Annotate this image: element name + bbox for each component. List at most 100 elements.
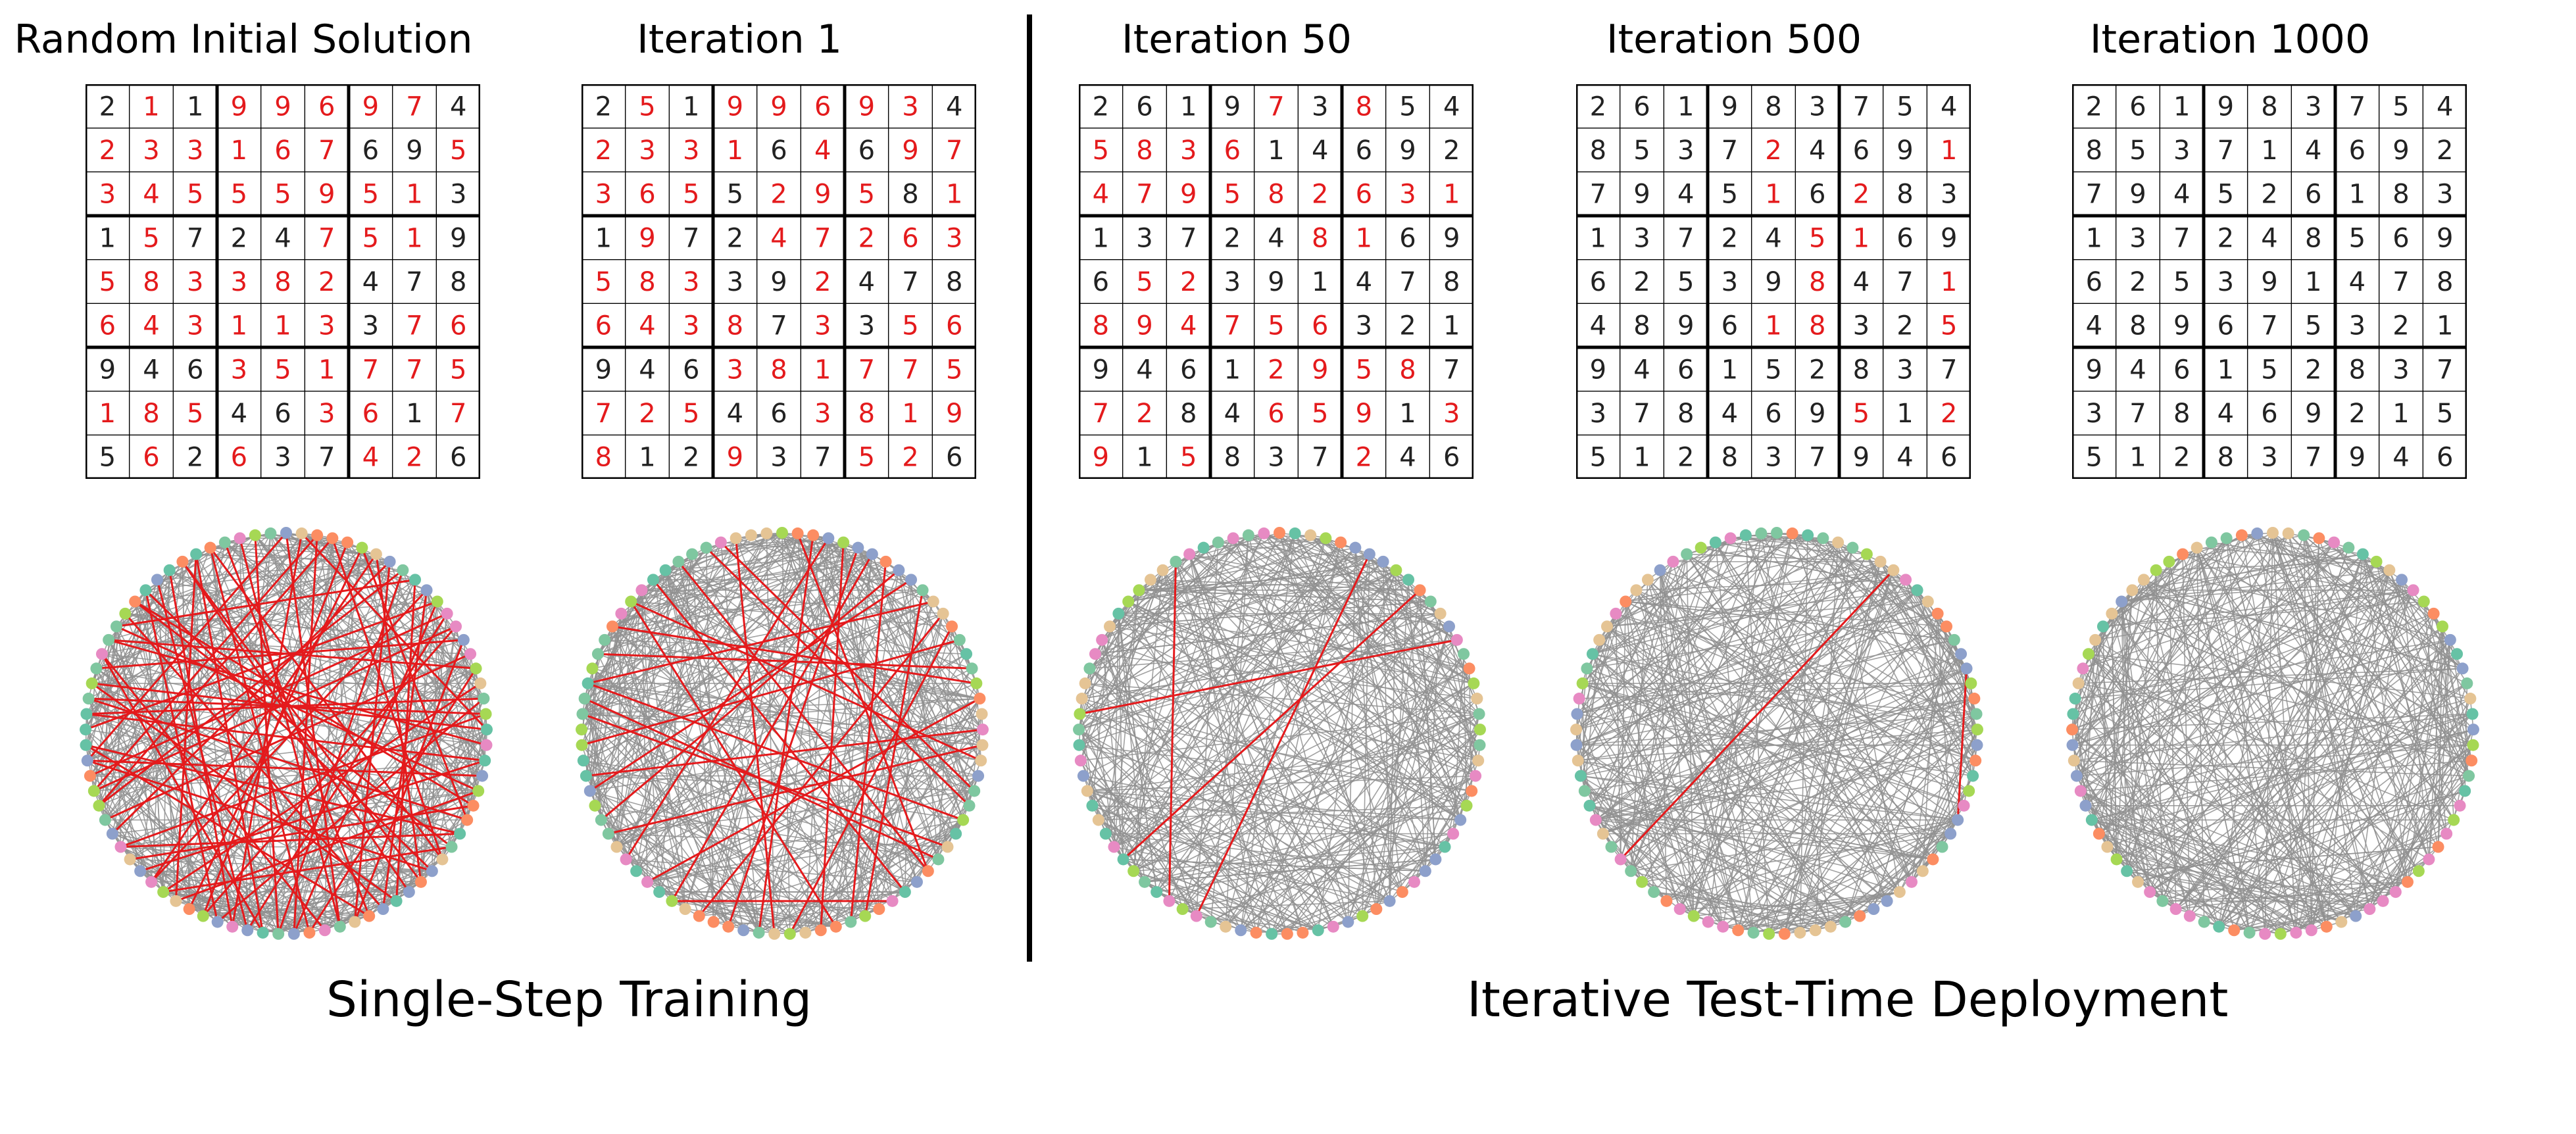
graph-node <box>606 620 618 633</box>
conflict-edge <box>789 626 953 935</box>
sudoku-cell: 5 <box>450 355 466 385</box>
sudoku-cell: 2 <box>2392 311 2409 341</box>
graph-node <box>1122 595 1135 608</box>
graph-node <box>2066 724 2079 736</box>
sudoku-cell: 5 <box>1721 180 1738 210</box>
graph-edge <box>1620 668 1967 860</box>
graph-edge <box>2233 570 2390 931</box>
graph-edge <box>2143 579 2235 931</box>
sudoku-cell: 8 <box>595 443 612 473</box>
conflict-edge <box>612 625 977 685</box>
graph-edge <box>641 533 767 591</box>
sudoku-cell: 9 <box>770 267 787 297</box>
conflict-edge <box>293 601 439 935</box>
sudoku-cell: 6 <box>2086 267 2102 297</box>
graph-edge <box>641 589 983 746</box>
graph-node <box>2401 875 2414 888</box>
graph-edge <box>1218 541 1474 684</box>
graph-node <box>2072 677 2085 689</box>
graph-edge <box>2072 744 2408 883</box>
graph-node <box>1589 814 1602 826</box>
sudoku-cell: 3 <box>1677 136 1694 166</box>
sudoku-cell: 3 <box>639 136 655 166</box>
sudoku-cell: 3 <box>2217 267 2234 297</box>
graph-edge <box>2162 790 2465 902</box>
graph-node <box>163 564 176 576</box>
graph-edge <box>1089 639 1457 670</box>
sudoku-cell: 5 <box>1224 180 1241 210</box>
sudoku-cell: 9 <box>2129 180 2146 210</box>
graph-node <box>1630 584 1643 597</box>
graph-node <box>960 648 973 660</box>
graph-edge <box>1175 561 1461 821</box>
sudoku-cell: 7 <box>1268 91 1284 122</box>
graph-node <box>1133 584 1145 597</box>
graph-edge <box>843 542 939 860</box>
graph-edge <box>1079 579 1409 715</box>
graph-edge <box>1641 626 1947 883</box>
graph-edge <box>604 553 873 641</box>
sudoku-cell: 1 <box>99 399 116 429</box>
graph-node <box>480 724 493 736</box>
graph-node <box>586 662 599 675</box>
graph-node <box>2228 924 2241 937</box>
graph-edge <box>1118 613 1157 893</box>
graph-edge <box>612 626 906 893</box>
sudoku-cell: 6 <box>1268 399 1284 429</box>
graph-node <box>1860 548 1873 560</box>
graph-edge <box>139 870 176 902</box>
graph-node <box>2074 785 2087 797</box>
graph-edge <box>1340 542 1426 872</box>
sudoku-cell: 5 <box>450 136 466 166</box>
sudoku-cell: 6 <box>274 136 291 166</box>
sudoku-cell: 6 <box>770 399 787 429</box>
graph-edge <box>1113 613 1120 847</box>
grid-lines <box>1576 84 1971 479</box>
graph-edge <box>2375 561 2439 847</box>
sudoku-cell: 5 <box>274 355 291 385</box>
graph-edge <box>1752 570 1895 933</box>
section-label-iterative: Iterative Test-Time Deployment <box>1467 972 2229 1028</box>
constraint-graph <box>576 527 989 940</box>
graph-edge <box>2071 729 2077 776</box>
graph-edge <box>605 639 980 699</box>
graph-edge <box>2098 553 2364 835</box>
graph-edge <box>1395 570 1431 603</box>
graph-edge <box>1575 613 1617 730</box>
graph-edge <box>581 601 632 745</box>
sudoku-cell: 6 <box>1356 180 1372 210</box>
graph-edge <box>612 626 673 901</box>
sudoku-cell: 4 <box>1093 180 1109 210</box>
sudoku-cell: 7 <box>1443 355 1460 385</box>
graph-edge <box>1123 858 1425 872</box>
conflict-edge <box>216 697 485 923</box>
graph-node <box>1687 910 1700 922</box>
graph-edge <box>1752 653 1962 933</box>
graph-node <box>1342 916 1354 928</box>
conflict-edge <box>582 639 960 747</box>
graph-node <box>1170 555 1182 568</box>
graph-edge <box>1592 547 1853 654</box>
graph-edge <box>85 745 95 791</box>
graph-edge <box>2071 589 2133 746</box>
sudoku-cell: 6 <box>639 180 655 210</box>
graph-node <box>1460 799 1473 812</box>
sudoku-cell: 2 <box>406 443 422 473</box>
sudoku-cell: 9 <box>231 91 247 122</box>
graph-node <box>722 920 735 933</box>
graph-node <box>1370 903 1383 916</box>
graph-node <box>776 527 788 539</box>
sudoku-cell: 6 <box>902 223 918 253</box>
graph-node <box>1434 607 1447 620</box>
sudoku-cell: 3 <box>683 267 699 297</box>
sudoku-cell: 5 <box>2217 180 2234 210</box>
sudoku-cell: 7 <box>1721 136 1738 166</box>
graph-node <box>1144 574 1156 586</box>
graph-edges <box>581 532 983 935</box>
graph-node <box>431 595 443 608</box>
conflict-edge <box>101 653 264 933</box>
graph-node <box>80 708 93 720</box>
graph-node <box>176 555 189 568</box>
graph-edge <box>293 570 404 935</box>
